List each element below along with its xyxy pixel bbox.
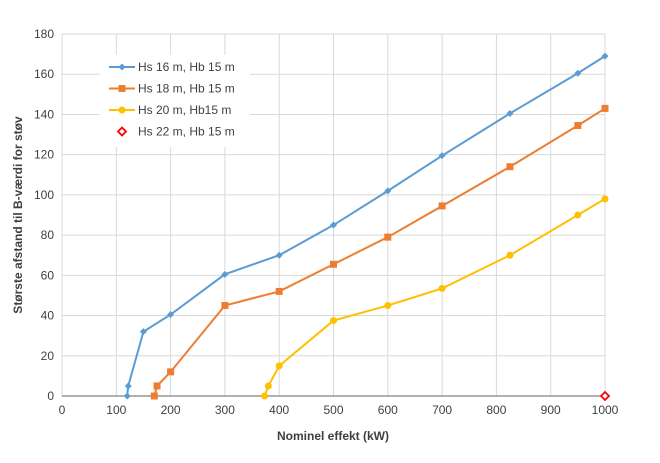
data-point [118,106,126,114]
data-point [574,69,582,77]
data-point [506,251,514,259]
series-2 [150,104,609,400]
y-tick-label: 40 [41,309,55,323]
data-point [599,390,611,402]
data-point [438,152,446,160]
data-point [384,187,392,195]
data-point [438,202,446,210]
x-tick-label: 0 [59,403,66,417]
legend-label: Hs 18 m, Hb 15 m [138,82,235,96]
data-point [275,362,283,370]
data-point [438,284,446,292]
y-axis-label: Største afstand til B-værdi for støv [11,116,25,314]
x-tick-label: 700 [432,403,452,417]
series-line [126,55,606,397]
x-tick-label: 500 [323,403,343,417]
series-line [263,198,606,397]
data-point [574,122,582,130]
series-4 [599,390,611,402]
data-point [601,195,609,203]
data-point [167,368,175,376]
data-point [261,392,269,400]
y-tick-label: 120 [34,148,54,162]
x-tick-label: 300 [215,403,235,417]
data-point [506,109,514,117]
data-point [139,328,147,336]
legend-label: Hs 20 m, Hb15 m [138,103,231,117]
legend-item: Hs 16 m, Hb 15 m [109,60,235,74]
x-tick-label: 1000 [592,403,619,417]
x-tick-label: 200 [161,403,181,417]
y-tick-label: 20 [41,349,55,363]
data-point [167,311,175,319]
series-3 [261,195,609,400]
data-point [221,270,229,278]
data-point [123,392,131,400]
data-point [118,63,126,71]
y-tick-label: 140 [34,107,54,121]
data-point [506,163,514,171]
x-tick-label: 900 [541,403,561,417]
legend-item: Hs 18 m, Hb 15 m [109,82,235,96]
x-tick-label: 600 [378,403,398,417]
legend-label: Hs 22 m, Hb 15 m [138,125,235,139]
data-point [330,221,337,229]
x-tick-label: 100 [106,403,126,417]
data-point [118,85,126,92]
legend-item: Hs 20 m, Hb15 m [109,103,231,117]
series-layer [123,52,611,402]
data-point [264,382,272,390]
data-point [574,211,582,219]
data-point [601,52,609,60]
data-point [330,317,337,325]
legend: Hs 16 m, Hb 15 m Hs 18 m, Hb 15 m Hs 20 m,… [100,55,250,147]
legend-label: Hs 16 m, Hb 15 m [138,60,235,74]
data-point [124,382,132,390]
axes: 0 100 200 300 400 500 600 700 800 900 1000 0 20 40 60 8… [34,27,619,417]
y-tick-label: 160 [34,67,54,81]
data-point [221,302,229,309]
x-tick-label: 800 [486,403,506,417]
y-tick-label: 80 [41,228,55,242]
y-tick-label: 180 [34,27,54,41]
legend-item: Hs 22 m, Hb 15 m [116,125,235,139]
y-tick-label: 60 [41,268,55,282]
series-1 [123,52,609,400]
data-point [275,287,283,295]
series-line [153,107,606,397]
data-point [116,126,128,137]
data-point [601,104,609,112]
data-point [384,233,392,241]
y-tick-label: 100 [34,188,54,202]
x-tick-label: 400 [269,403,289,417]
data-point [330,260,337,268]
data-point [153,382,161,390]
x-axis-label: Nominel effekt (kW) [277,429,389,443]
data-point [384,302,392,309]
y-tick-label: 0 [47,389,54,403]
data-point [275,251,283,259]
data-point [150,392,158,400]
